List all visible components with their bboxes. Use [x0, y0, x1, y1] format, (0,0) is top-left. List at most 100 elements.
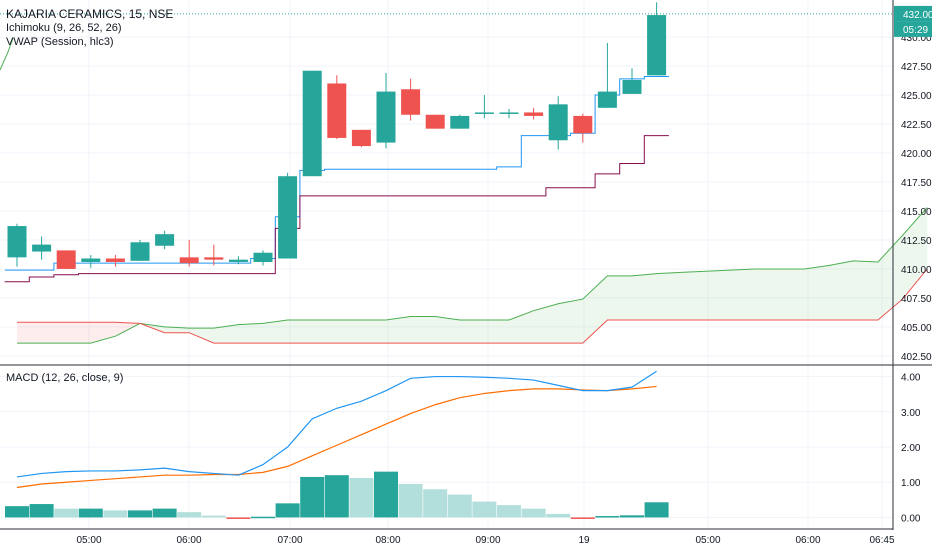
macd-histogram-bar[interactable] [423, 489, 448, 518]
candle[interactable] [56, 250, 76, 269]
candle-body [228, 259, 248, 262]
time-tick-label: 07:00 [277, 535, 302, 546]
candle-body [450, 115, 470, 129]
price-tick-label: 402.50 [901, 352, 932, 363]
macd-histogram-bar[interactable] [103, 510, 128, 518]
ichimoku-legend[interactable]: Ichimoku (9, 26, 52, 26) [6, 22, 122, 34]
macd-histogram-bar[interactable] [620, 515, 644, 518]
cloud-fill-segment [705, 270, 731, 320]
time-tick-label: 06:00 [795, 535, 820, 546]
candle-body [130, 242, 150, 261]
macd-pane[interactable] [5, 370, 669, 519]
macd-histogram-bar[interactable] [374, 471, 398, 518]
candle[interactable] [351, 129, 371, 148]
macd-histogram-bar[interactable] [5, 506, 29, 518]
cloud-fill-segment [41, 322, 67, 344]
macd-histogram-bar[interactable] [177, 512, 202, 518]
candle-body [597, 91, 617, 108]
candle-body [622, 79, 642, 94]
candle[interactable] [81, 255, 101, 268]
macd-histogram-bar[interactable] [447, 494, 472, 518]
macd-histogram-bar[interactable] [644, 502, 669, 518]
candle[interactable] [130, 239, 150, 261]
vwap-legend[interactable]: VWAP (Session, hlc3) [6, 36, 114, 48]
cloud-fill-segment [828, 260, 854, 320]
candle-body [376, 91, 396, 143]
macd-histogram-bar[interactable] [128, 510, 152, 518]
current-price-value: 432.00 [903, 10, 932, 21]
candle[interactable] [499, 108, 519, 119]
macd-histogram-bar[interactable] [300, 476, 325, 518]
macd-histogram-bar[interactable] [226, 517, 251, 519]
candle-body [474, 112, 494, 114]
leading-span-a-line [17, 207, 928, 344]
time-tick-label: 06:00 [176, 535, 201, 546]
candle-body [327, 83, 347, 138]
macd-histogram-bar[interactable] [595, 516, 620, 518]
macd-histogram-bar[interactable] [546, 513, 571, 518]
macd-histogram-bar[interactable] [521, 508, 546, 518]
candle[interactable] [622, 68, 642, 94]
candle[interactable] [7, 223, 27, 267]
candle[interactable] [302, 70, 322, 177]
macd-histogram-bar[interactable] [201, 515, 226, 518]
macd-histogram-bar[interactable] [152, 508, 177, 518]
cloud-fill-segment [287, 319, 313, 344]
macd-histogram-bar[interactable] [54, 508, 79, 518]
macd-signal-line [16, 385, 657, 489]
macd-histogram-bar[interactable] [497, 505, 521, 518]
cloud-fill-segment [459, 319, 485, 344]
candle-body [81, 258, 101, 262]
price-tick-label: 430.00 [901, 33, 932, 44]
macd-histogram-bar[interactable] [251, 516, 275, 519]
macd-histogram-bar[interactable] [472, 501, 497, 518]
macd-tick-label: 2.00 [901, 443, 921, 454]
macd-tick-label: 0.00 [901, 513, 921, 524]
cloud-fill-segment [558, 299, 583, 344]
candle[interactable] [105, 255, 125, 267]
time-tick-label: 05:00 [76, 535, 101, 546]
macd-histogram-bar[interactable] [398, 483, 423, 518]
candle[interactable] [401, 78, 421, 121]
macd-line [16, 370, 657, 478]
current-price-badge [894, 5, 932, 22]
candle[interactable] [155, 230, 175, 250]
macd-histogram-bar[interactable] [78, 508, 103, 518]
candle[interactable] [573, 113, 593, 143]
price-tick-label: 420.00 [901, 149, 932, 160]
cloud-fill-segment [435, 316, 460, 344]
macd-histogram-bar[interactable] [570, 517, 595, 519]
candlesticks[interactable] [7, 2, 667, 269]
candle[interactable] [524, 107, 544, 120]
price-badges: 432.00 05:29 [894, 5, 932, 37]
candle-body [56, 250, 76, 269]
candle[interactable] [253, 250, 273, 266]
symbol-title[interactable]: KAJARIA CERAMICS, 15, NSE [6, 7, 174, 21]
candle[interactable] [597, 42, 617, 108]
macd-histogram-bar[interactable] [324, 475, 349, 518]
candle[interactable] [647, 2, 667, 76]
price-tick-label: 410.00 [901, 265, 932, 276]
candle[interactable] [376, 73, 396, 149]
candle[interactable] [548, 96, 568, 150]
macd-histogram-bar[interactable] [29, 504, 54, 518]
candle-body [425, 114, 445, 129]
cloud-fill-segment [410, 316, 436, 344]
cloud-fill-segment [804, 265, 829, 320]
candle[interactable] [32, 236, 52, 260]
candle[interactable] [450, 114, 470, 129]
macd-histogram-bar[interactable] [275, 503, 300, 518]
candle[interactable] [474, 95, 494, 119]
ichimoku-cloud [17, 207, 928, 344]
macd-histogram-bar[interactable] [349, 477, 374, 518]
candle[interactable] [179, 239, 199, 267]
macd-legend[interactable]: MACD (12, 26, close, 9) [6, 372, 124, 384]
candle[interactable] [327, 75, 347, 140]
candle[interactable] [425, 114, 445, 129]
candle[interactable] [204, 244, 224, 266]
macd-tick-label: 3.00 [901, 408, 921, 419]
candle[interactable] [278, 172, 298, 259]
candle[interactable] [228, 256, 248, 265]
price-tick-label: 417.50 [901, 178, 932, 189]
